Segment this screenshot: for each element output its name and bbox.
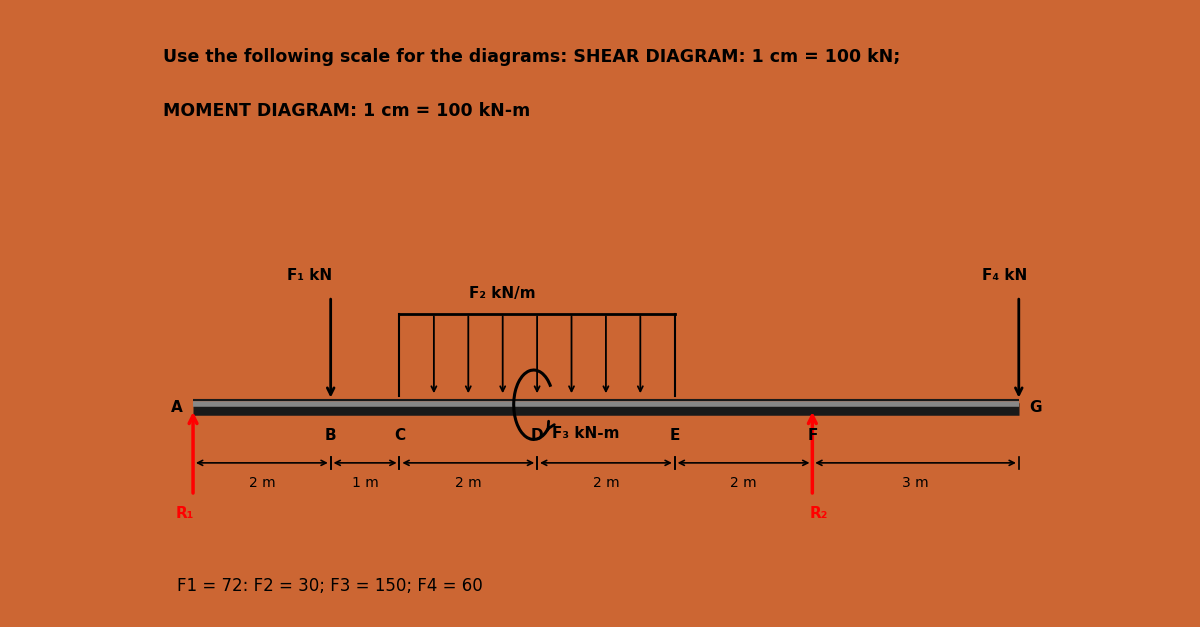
Text: Use the following scale for the diagrams: SHEAR DIAGRAM: 1 cm = 100 kN;: Use the following scale for the diagrams… <box>163 48 900 66</box>
Text: 2 m: 2 m <box>248 476 275 490</box>
Text: A: A <box>170 400 182 415</box>
Text: 2 m: 2 m <box>455 476 481 490</box>
Text: F₁ kN: F₁ kN <box>288 268 332 283</box>
Text: D: D <box>530 428 544 443</box>
Text: 2 m: 2 m <box>593 476 619 490</box>
Text: C: C <box>394 428 406 443</box>
Text: F1 = 72: F2 = 30; F3 = 150; F4 = 60: F1 = 72: F2 = 30; F3 = 150; F4 = 60 <box>178 577 484 595</box>
Text: G: G <box>1030 400 1042 415</box>
Text: R₁: R₁ <box>175 506 194 521</box>
Text: F₂ kN/m: F₂ kN/m <box>469 286 536 300</box>
Text: F₃ kN-m: F₃ kN-m <box>552 426 619 441</box>
Text: B: B <box>325 428 336 443</box>
Text: E: E <box>670 428 680 443</box>
Text: 2 m: 2 m <box>731 476 757 490</box>
Text: F₄ kN: F₄ kN <box>983 268 1027 283</box>
Text: MOMENT DIAGRAM: 1 cm = 100 kN-m: MOMENT DIAGRAM: 1 cm = 100 kN-m <box>163 102 530 120</box>
Text: 1 m: 1 m <box>352 476 378 490</box>
Text: R₂: R₂ <box>810 506 828 521</box>
Text: F: F <box>808 428 817 443</box>
Text: 3 m: 3 m <box>902 476 929 490</box>
